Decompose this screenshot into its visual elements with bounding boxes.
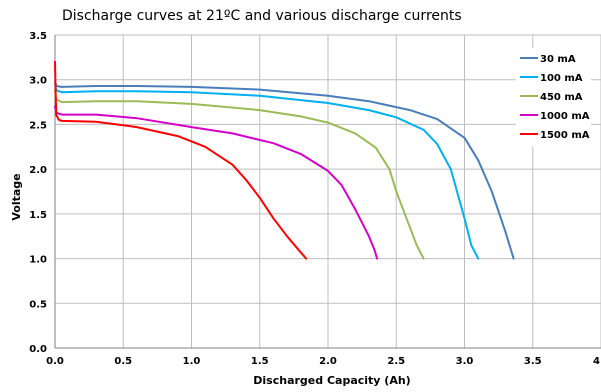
x-tick-label: 2.5 [387,356,405,367]
y-axis-label: Voltage [10,173,23,220]
x-axis-label: Discharged Capacity (Ah) [253,374,410,387]
y-tick-label: 3.0 [29,76,47,87]
legend-label: 1500 mA [540,130,590,141]
y-tick-label: 2.5 [29,120,47,131]
x-tick-label: 4 [593,356,600,367]
x-tick-label: 1.0 [183,356,201,367]
x-tick-label: 0.0 [46,356,64,367]
x-tick-label: 3.5 [524,356,542,367]
legend: 30 mA 100 mA 450 mA 1000 mA 1500 mA [516,48,591,147]
y-tick-label: 3.5 [29,31,47,42]
x-tick-label: 3.0 [456,356,474,367]
x-tick-label: 2.0 [319,356,337,367]
series-line-30-ma [54,80,515,260]
y-tick-label: 2.0 [29,165,47,176]
axes: 0.0 0.5 1.0 1.5 2.0 2.5 3.0 3.5 0.0 0.5 1.0 1.5 2.0 2… [29,31,601,367]
series-line-1000-ma [54,105,379,260]
series-line-450-ma [54,89,425,260]
series-line-1500-ma [54,60,308,260]
x-tick-label: 0.5 [114,356,132,367]
y-tick-label: 0.0 [29,344,47,355]
series-lines [54,60,515,260]
legend-label: 1000 mA [540,111,590,122]
y-tick-label: 1.5 [29,210,47,221]
series-line-100-ma [54,83,480,260]
x-tick-label: 1.5 [251,356,269,367]
legend-label: 450 mA [540,92,583,103]
y-tick-label: 0.5 [29,299,47,310]
y-tick-label: 1.0 [29,255,47,266]
legend-label: 30 mA [540,54,576,65]
legend-box [516,48,591,147]
legend-label: 100 mA [540,73,583,84]
chart-title: Discharge curves at 21ºC and various dis… [62,8,462,24]
